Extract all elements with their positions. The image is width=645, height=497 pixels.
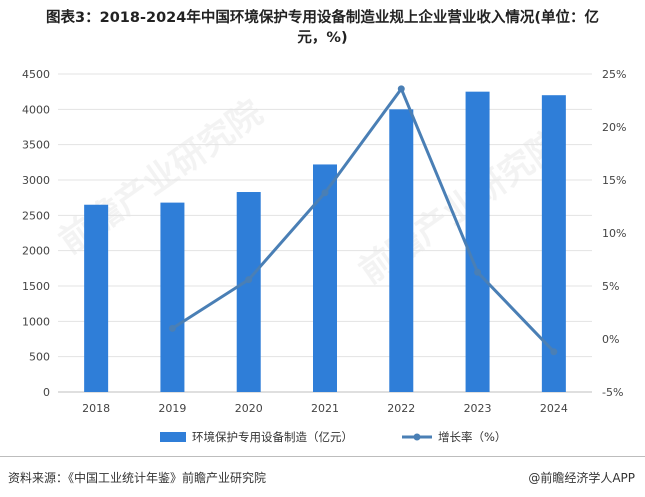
right-axis-tick-label: 15% [602,174,626,187]
bar [313,164,337,392]
left-axis-tick-label: 1000 [22,315,50,328]
growth-rate-point [474,268,482,276]
growth-rate-point [168,324,176,332]
bar [541,95,566,392]
left-axis-tick-label: 3000 [22,174,50,187]
right-axis-tick-label: 25% [602,68,626,81]
right-axis-tick-label: 0% [602,333,619,346]
bar [160,202,185,392]
growth-rate-point [550,348,558,356]
bar [389,109,414,392]
left-axis-tick-label: 4000 [22,103,50,116]
right-axis-tick-label: 20% [602,121,626,134]
right-axis-tick-label: -5% [602,386,623,399]
x-axis-tick-label: 2020 [235,402,263,415]
bar [236,192,261,392]
footer-divider [0,456,645,457]
left-axis-tick-label: 0 [43,386,50,399]
legend-label: 环境保护专用设备制造（亿元） [192,430,353,444]
data-source: 资料来源：《中国工业统计年鉴》前瞻产业研究院 [8,471,267,485]
right-axis-tick-label: 10% [602,227,626,240]
growth-rate-point [245,276,253,284]
growth-rate-point [397,85,405,93]
legend-line-marker [413,433,421,441]
bar [465,91,490,393]
chart-title-line1: 图表3：2018-2024年中国环境保护专用设备制造业规上企业营业收入情况(单位… [46,10,599,26]
left-axis-tick-label: 4500 [22,68,50,81]
legend-label: 增长率（%） [438,430,506,444]
growth-rate-line [171,87,555,353]
growth-rate-point [321,189,329,197]
left-axis-tick-label: 1500 [22,280,50,293]
x-axis-tick-label: 2019 [158,402,186,415]
x-axis-tick-label: 2024 [540,402,568,415]
x-axis-tick-label: 2018 [82,402,110,415]
right-axis-tick-label: 5% [602,280,619,293]
left-axis-tick-label: 2500 [22,209,50,222]
left-axis-tick-label: 2000 [22,245,50,258]
x-axis-tick-label: 2021 [311,402,339,415]
legend-bar-swatch [160,432,186,442]
left-axis-tick-label: 3500 [22,139,50,152]
left-axis-tick-label: 500 [29,351,50,364]
credit-text: @前瞻经济学人APP [528,471,635,485]
bar [84,204,109,392]
x-axis-tick-label: 2022 [387,402,415,415]
chart-title-line2: 元，%) [297,30,348,46]
chart-title: 图表3：2018-2024年中国环境保护专用设备制造业规上企业营业收入情况(单位… [0,8,645,48]
x-axis-tick-label: 2023 [464,402,492,415]
